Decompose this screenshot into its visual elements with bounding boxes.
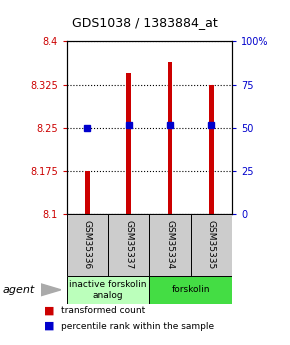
Bar <box>149 214 191 276</box>
Text: GSM35334: GSM35334 <box>166 220 175 269</box>
Bar <box>191 214 232 276</box>
Text: percentile rank within the sample: percentile rank within the sample <box>61 322 214 331</box>
Text: inactive forskolin
analog: inactive forskolin analog <box>69 280 147 299</box>
Text: GSM35335: GSM35335 <box>207 220 216 269</box>
Bar <box>168 61 173 214</box>
Text: ■: ■ <box>44 321 54 331</box>
Text: GDS1038 / 1383884_at: GDS1038 / 1383884_at <box>72 16 218 29</box>
Bar <box>67 214 108 276</box>
Bar <box>209 85 214 214</box>
Bar <box>67 276 149 304</box>
Bar <box>108 214 149 276</box>
Text: transformed count: transformed count <box>61 306 145 315</box>
Text: GSM35336: GSM35336 <box>83 220 92 269</box>
Text: forskolin: forskolin <box>171 285 210 294</box>
Bar <box>149 276 232 304</box>
Bar <box>85 171 90 214</box>
Bar <box>126 73 131 214</box>
Text: ■: ■ <box>44 306 54 315</box>
Text: agent: agent <box>3 285 35 295</box>
Polygon shape <box>41 284 61 296</box>
Text: GSM35337: GSM35337 <box>124 220 133 269</box>
